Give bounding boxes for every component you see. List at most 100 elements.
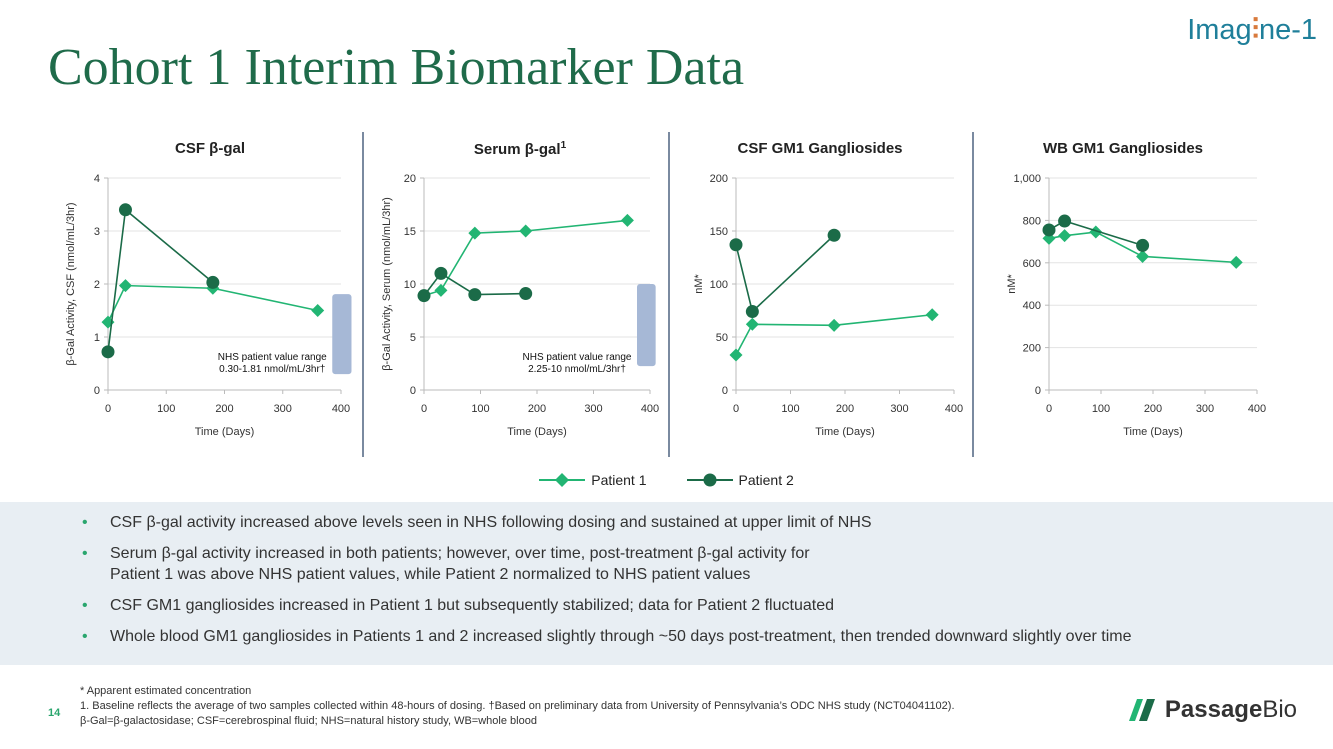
y-tick-label: 400 <box>1023 300 1041 312</box>
bullet-icon: • <box>82 514 88 531</box>
x-tick-label: 0 <box>733 403 739 415</box>
nhs-range-note: NHS patient value range <box>523 352 632 363</box>
chart-legend: Patient 1 Patient 2 <box>0 472 1333 488</box>
x-tick-label: 300 <box>274 403 292 415</box>
x-tick-label: 0 <box>105 403 111 415</box>
y-tick-label: 4 <box>94 173 100 185</box>
data-point-patient-2 <box>118 203 132 217</box>
y-tick-label: 1 <box>94 332 100 344</box>
bullet-icon: • <box>82 597 88 614</box>
chart-title-serum-beta-gal: Serum β-gal1 <box>420 140 620 158</box>
y-axis-title: nM* <box>693 274 705 294</box>
data-point-patient-2 <box>417 289 431 303</box>
chart-title-footnote-mark: 1 <box>560 140 567 151</box>
logo-top-prefix: Imag <box>1187 14 1252 46</box>
series-line-2 <box>735 234 835 314</box>
diamond-marker-icon <box>539 473 586 487</box>
legend-label-patient-1: Patient 1 <box>591 472 647 488</box>
data-point-patient-2 <box>101 345 115 359</box>
y-tick-label: 10 <box>404 279 416 291</box>
data-point-patient-1 <box>827 318 841 332</box>
y-tick-label: 150 <box>710 226 728 238</box>
logo-text-light: Bio <box>1262 696 1297 723</box>
data-point-patient-2 <box>434 266 448 280</box>
bullet-icon: • <box>82 628 88 645</box>
footnote-line: 1. Baseline reflects the average of two … <box>80 700 955 712</box>
logo-text: PassageBio <box>1165 696 1297 724</box>
data-point-patient-1 <box>1089 225 1103 239</box>
series-line-2 <box>423 272 526 297</box>
x-tick-label: 200 <box>836 403 854 415</box>
chart-divider-2 <box>668 132 670 457</box>
y-tick-label: 100 <box>710 279 728 291</box>
data-point-patient-1 <box>434 283 448 297</box>
nhs-range-note: NHS patient value range <box>218 352 327 363</box>
logo-text-bold: Passage <box>1164 696 1263 723</box>
finding-item: • CSF β-gal activity increased above leve… <box>82 512 1333 533</box>
y-tick-label: 0 <box>722 385 728 397</box>
chart-divider-1 <box>362 132 364 457</box>
y-axis-title: β-Gal Activity, Serum (nmol/mL/3hr) <box>381 197 393 371</box>
bullet-icon: • <box>82 545 88 562</box>
data-point-patient-1 <box>1058 229 1072 243</box>
finding-item: • Serum β-gal activity increased in both … <box>82 543 1333 585</box>
series-line-1 <box>107 284 318 323</box>
legend-item-patient-2: Patient 2 <box>686 472 794 488</box>
nhs-range-note: 2.25-10 nmol/mL/3hr† <box>528 364 626 375</box>
x-tick-label: 400 <box>1248 403 1266 415</box>
y-tick-label: 200 <box>710 173 728 185</box>
x-tick-label: 100 <box>1092 403 1110 415</box>
slide-title: Cohort 1 Interim Biomarker Data <box>48 39 745 96</box>
passage-bio-logo: PassageBio <box>1127 696 1297 724</box>
data-point-patient-2 <box>745 305 759 319</box>
legend-item-patient-1: Patient 1 <box>539 472 647 488</box>
data-point-patient-1 <box>925 308 939 322</box>
x-tick-label: 300 <box>890 403 908 415</box>
nhs-range-note: 0.30-1.81 nmol/mL/3hr† <box>219 364 325 375</box>
y-tick-label: 200 <box>1023 343 1041 355</box>
x-tick-label: 200 <box>215 403 233 415</box>
chart-title-csf-gm1: CSF GM1 Gangliosides <box>737 140 903 157</box>
y-tick-label: 50 <box>716 332 728 344</box>
page-number: 14 <box>48 707 61 719</box>
y-tick-label: 0 <box>1035 385 1041 397</box>
data-point-patient-2 <box>206 275 220 289</box>
chart-title-wb-gm1: WB GM1 Gangliosides <box>1042 140 1204 157</box>
finding-text-continued: Patient 1 was above NHS patient values, … <box>110 566 751 583</box>
data-point-patient-1 <box>745 317 759 331</box>
data-point-patient-2 <box>468 288 482 302</box>
x-axis-title: Time (Days) <box>195 426 254 438</box>
x-axis-title: Time (Days) <box>815 426 874 438</box>
x-tick-label: 100 <box>157 403 175 415</box>
nhs-range-band <box>637 284 656 367</box>
finding-text: Serum β-gal activity increased in both p… <box>110 545 810 562</box>
data-point-patient-1 <box>620 213 634 227</box>
data-point-patient-1 <box>311 304 325 317</box>
y-tick-label: 20 <box>404 173 416 185</box>
data-point-patient-1 <box>468 226 482 240</box>
x-tick-label: 200 <box>528 403 546 415</box>
data-point-patient-1 <box>1136 249 1150 263</box>
data-point-patient-2 <box>1042 223 1056 237</box>
y-tick-label: 15 <box>404 226 416 238</box>
x-tick-label: 100 <box>781 403 799 415</box>
data-point-patient-1 <box>519 224 533 238</box>
key-findings-panel: • CSF β-gal activity increased above leve… <box>0 502 1333 665</box>
series-line-1 <box>735 313 933 356</box>
y-axis-title: β-Gal Activity, CSF (nmol/mL/3hr) <box>65 202 77 365</box>
x-tick-label: 400 <box>945 403 963 415</box>
finding-item: • CSF GM1 gangliosides increased in Patie… <box>82 595 1333 616</box>
data-point-patient-1 <box>729 348 743 362</box>
nhs-range-band <box>332 294 352 375</box>
y-tick-label: 1,000 <box>1013 173 1041 185</box>
chart-wb-gm1: 0 200 400 600 800 1,000 0 100 200 300 400 Time (Day… <box>1006 173 1266 438</box>
finding-text: CSF β-gal activity increased above level… <box>110 514 872 531</box>
imagine-1-logo: Imag⫶ne-1 <box>1187 14 1317 47</box>
x-axis-title: Time (Days) <box>1123 426 1182 438</box>
chart-title-text: Serum β-gal <box>473 141 561 158</box>
finding-text: Whole blood GM1 gangliosides in Patients… <box>110 628 1132 645</box>
x-tick-label: 100 <box>471 403 489 415</box>
y-axis-title: nM* <box>1006 274 1018 294</box>
y-tick-label: 600 <box>1023 258 1041 270</box>
legend-label-patient-2: Patient 2 <box>738 472 794 488</box>
